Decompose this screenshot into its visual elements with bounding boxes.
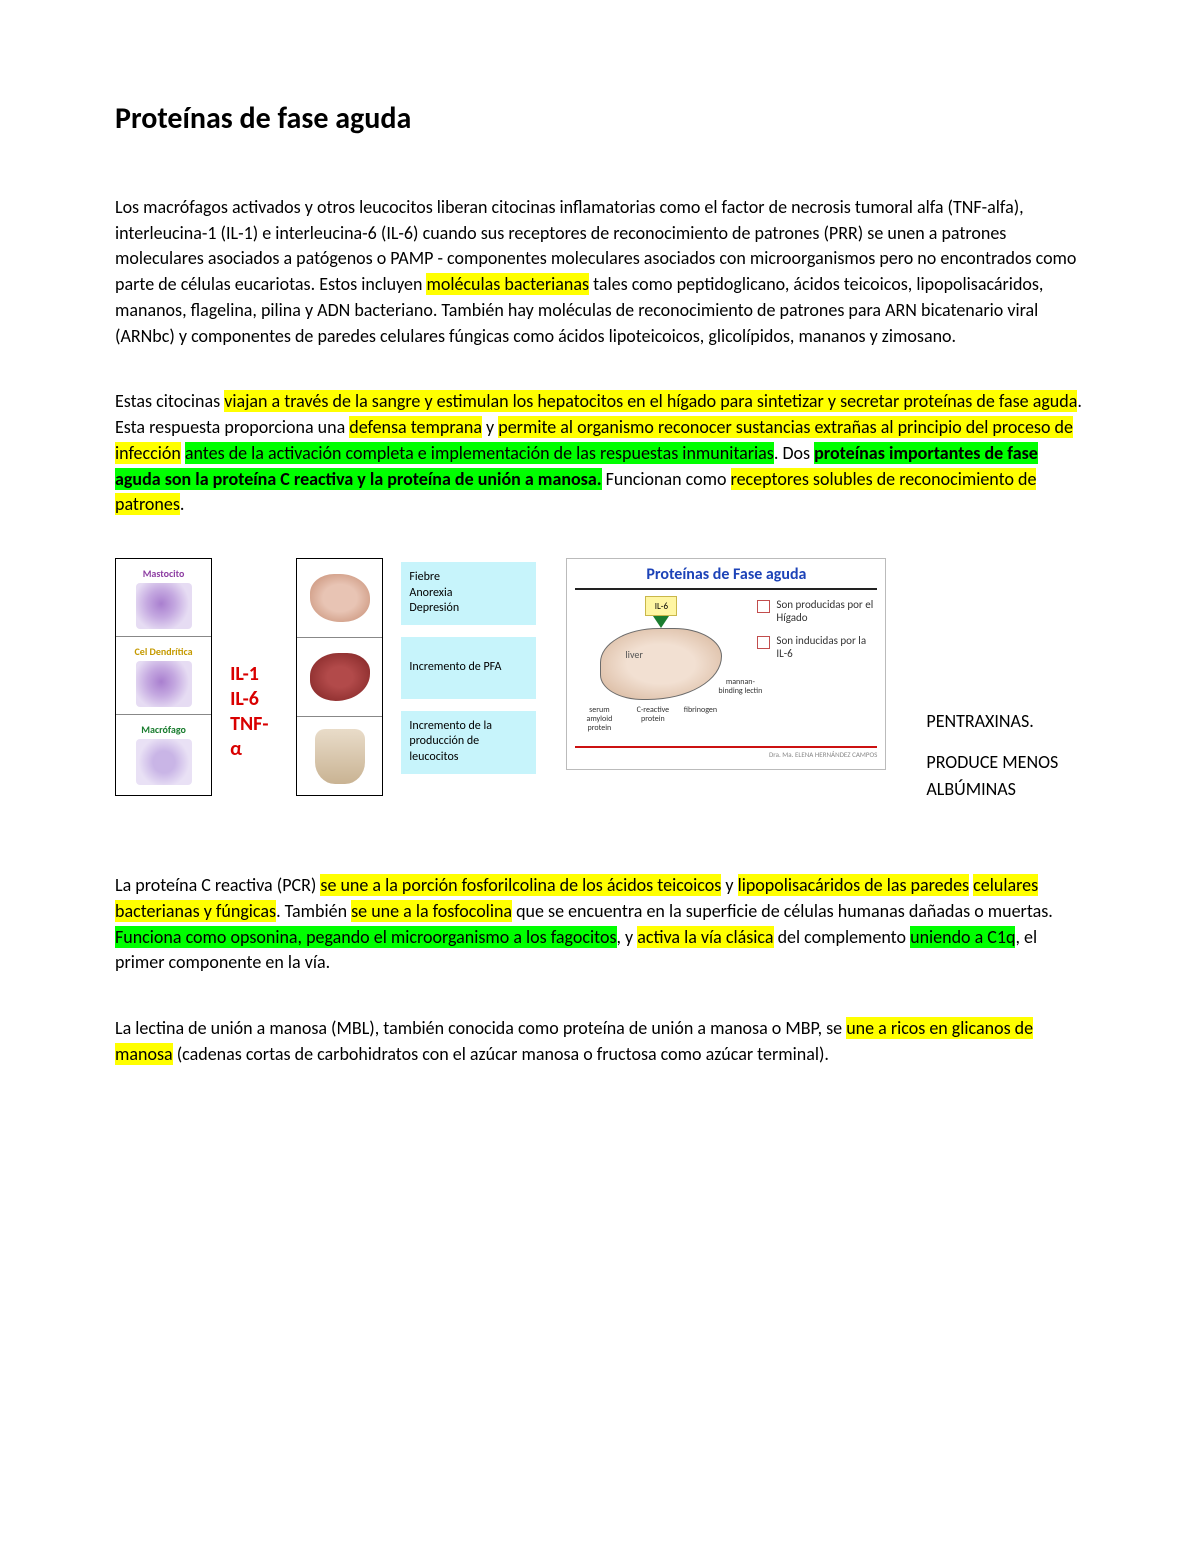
paragraph-4: La lectina de unión a manosa (MBL), tamb… — [115, 1016, 1085, 1067]
p2-t5: . Dos — [774, 442, 814, 464]
slide-author: Dra. Ma. ELENA HERNÁNDEZ CAMPOS — [575, 750, 877, 759]
mastocito-image — [136, 583, 192, 629]
p4-t2: (cadenas cortas de carbohidratos con el … — [173, 1043, 829, 1065]
p2-t7: . — [180, 493, 185, 515]
document-page: Proteínas de fase aguda Los macrófagos a… — [0, 0, 1200, 1553]
output-crp: C-reactive protein — [630, 706, 675, 724]
p3-t1: La proteína C reactiva (PCR) — [115, 874, 320, 896]
output-fib: fibrinogen — [680, 706, 720, 715]
p2-t6: Funcionan como — [602, 468, 731, 490]
cytokine-il1: IL-1 — [230, 662, 278, 687]
output-mbl: mannan-binding lectin — [715, 678, 765, 696]
p3-h2: lipopolisacáridos de las paredes — [738, 874, 970, 896]
arrow-down-icon — [653, 616, 669, 628]
p3-t4: . También — [276, 900, 351, 922]
mastocito-label: Mastocito — [143, 567, 185, 580]
effect-brain: Fiebre Anorexia Depresión — [401, 562, 536, 625]
macrofago-image — [136, 739, 192, 785]
side-note-pentraxinas: PENTRAXINAS. — [926, 708, 1085, 735]
diagram-row: Mastocito Cel Dendrítica Macrófago IL-1 … — [115, 558, 1085, 803]
p2-t1: Estas citocinas — [115, 390, 224, 412]
dendritica-image — [136, 661, 192, 707]
diagram-acute-phase-slide: Proteínas de Fase aguda IL-6 liver serum… — [566, 558, 886, 770]
p2-h2: defensa temprana — [349, 416, 482, 438]
slide-footer-bar — [575, 746, 877, 748]
page-title: Proteínas de fase aguda — [115, 100, 1085, 137]
organs-column — [296, 558, 384, 796]
slide-bullet-2: Son inducidas por la IL-6 — [757, 634, 877, 660]
effect-bone: Incremento de la producción de leucocito… — [401, 711, 536, 774]
diagram-cytokine-cascade: Mastocito Cel Dendrítica Macrófago IL-1 … — [115, 558, 536, 796]
checkbox-icon — [757, 636, 770, 649]
side-notes: PENTRAXINAS. PRODUCE MENOS ALBÚMINAS — [926, 558, 1085, 803]
liver-icon — [310, 653, 370, 701]
il6-badge: IL-6 — [645, 596, 677, 616]
effects-column: Fiebre Anorexia Depresión Incremento de … — [401, 558, 536, 796]
paragraph-2: Estas citocinas viajan a través de la sa… — [115, 389, 1085, 518]
p3-h1: se une a la porción fosforilcolina de lo… — [320, 874, 721, 896]
p4-t1: La lectina de unión a manosa (MBL), tamb… — [115, 1017, 846, 1039]
cytokine-tnfa: TNF-α — [230, 712, 278, 762]
side-note-albuminas: PRODUCE MENOS ALBÚMINAS — [926, 749, 1085, 803]
p3-t2: y — [721, 874, 737, 896]
effect-bone-text: Incremento de la producción de leucocito… — [409, 719, 528, 766]
p3-g1: Funciona como opsonina, pegando el micro… — [115, 926, 617, 948]
slide-bullet-1: Son producidas por el Hígado — [757, 598, 877, 624]
organ-liver-box — [297, 638, 383, 717]
output-sap: serum amyloid protein — [575, 706, 623, 732]
paragraph-3: La proteína C reactiva (PCR) se une a la… — [115, 873, 1085, 976]
checkbox-icon — [757, 600, 770, 613]
p3-h5: activa la vía clásica — [637, 926, 773, 948]
cytokine-il6: IL-6 — [230, 687, 278, 712]
macrofago-label: Macrófago — [141, 723, 186, 736]
slide-title: Proteínas de Fase aguda — [575, 565, 877, 584]
slide-bullet-list: Son producidas por el Hígado Son inducid… — [757, 598, 877, 670]
cytokine-list: IL-1 IL-6 TNF-α — [230, 558, 278, 796]
effect-liver-text: Incremento de PFA — [409, 660, 501, 676]
slide-body: IL-6 liver serum amyloid protein C-react… — [575, 598, 877, 738]
p3-g2: uniendo a C1q — [910, 926, 1015, 948]
liver-label: liver — [625, 648, 642, 661]
liver-shape — [600, 628, 722, 700]
liver-diagram: IL-6 liver serum amyloid protein C-react… — [575, 598, 745, 738]
p2-h1: viajan a través de la sangre y estimulan… — [224, 390, 1077, 412]
slide-bullet-1-text: Son producidas por el Hígado — [776, 598, 877, 624]
brain-icon — [310, 574, 370, 622]
p2-t3: y — [482, 416, 498, 438]
p1-highlight-1: moléculas bacterianas — [426, 273, 589, 295]
organ-brain-box — [297, 559, 383, 638]
cell-mastocito: Mastocito — [116, 559, 211, 637]
p2-g1: antes de la activación completa e implem… — [185, 442, 774, 464]
cells-column: Mastocito Cel Dendrítica Macrófago — [115, 558, 212, 796]
dendritica-label: Cel Dendrítica — [135, 645, 193, 658]
p3-t7: del complemento — [774, 926, 911, 948]
cell-dendritica: Cel Dendrítica — [116, 637, 211, 715]
slide-divider — [575, 588, 877, 590]
organ-bone-box — [297, 717, 383, 795]
paragraph-1: Los macrófagos activados y otros leucoci… — [115, 195, 1085, 349]
effect-liver: Incremento de PFA — [401, 637, 536, 699]
p3-h4: se une a la fosfocolina — [351, 900, 512, 922]
p3-t5: que se encuentra en la superficie de cél… — [512, 900, 1053, 922]
cell-macrofago: Macrófago — [116, 715, 211, 793]
bone-marrow-icon — [315, 729, 365, 784]
effect-brain-text: Fiebre Anorexia Depresión — [409, 570, 459, 617]
p3-t6: , y — [617, 926, 638, 948]
slide-bullet-2-text: Son inducidas por la IL-6 — [776, 634, 877, 660]
